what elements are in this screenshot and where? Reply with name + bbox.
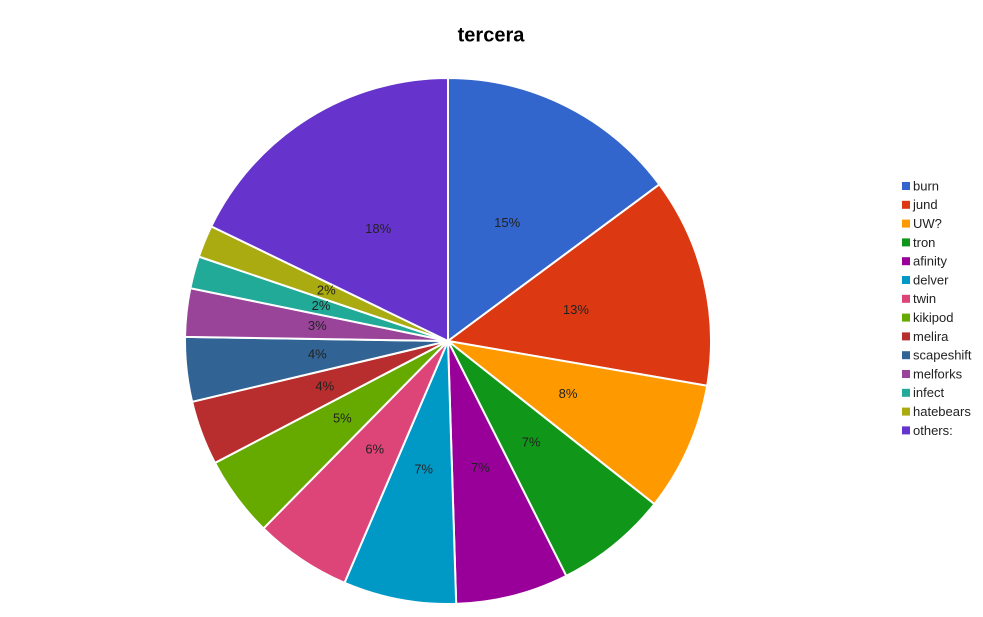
slice-label: 4% [315,378,334,393]
slice-label: 8% [559,386,578,401]
legend-label: delver [913,272,949,287]
legend-swatch [902,313,910,322]
legend-label: scapeshift [913,348,972,363]
legend-swatch [902,200,910,209]
pie-slice [445,183,712,387]
legend-swatch [902,257,910,266]
legend-swatch [902,276,910,284]
legend-label: hatebears [913,404,971,419]
legend-swatch [902,238,910,247]
slice-label: 7% [414,462,433,477]
legend-label: tron [913,235,935,250]
legend-swatch [902,351,910,360]
legend-label: kikipod [913,310,953,325]
legend-label: jund [912,197,938,212]
legend-swatch [902,407,910,416]
pie-slice [447,340,709,506]
pie-slice [209,76,449,343]
pie-slice [447,76,661,343]
legend-label: melira [913,329,949,344]
legend-label: afinity [913,254,947,269]
legend-label: infect [913,385,944,400]
slice-label: 18% [365,221,391,236]
slice-label: 5% [333,411,352,426]
legend-label: burn [913,178,939,193]
legend-swatch [902,426,910,435]
pie-slice [447,340,656,578]
slice-label: 2% [312,298,331,313]
legend-swatch [902,219,910,228]
pie-slice [343,340,458,605]
slice-label: 15% [494,215,520,230]
slice-label: 4% [308,347,327,362]
slice-label: 3% [308,318,327,333]
chart-title: tercera [458,24,526,46]
legend-label: twin [913,291,936,306]
legend-label: melforks [913,366,963,381]
slice-label: 6% [365,442,384,457]
legend-label: others: [913,423,953,438]
slice-label: 2% [317,283,336,298]
legend-swatch [902,332,910,341]
slice-label: 13% [563,302,589,317]
legend-swatch [902,294,910,303]
pie-slice [447,340,568,605]
legend-swatch [902,182,910,190]
slice-label: 7% [522,434,541,449]
legend-swatch [902,388,910,397]
slice-label: 7% [471,460,490,475]
legend-swatch [902,370,910,378]
legend-label: UW? [913,216,942,231]
